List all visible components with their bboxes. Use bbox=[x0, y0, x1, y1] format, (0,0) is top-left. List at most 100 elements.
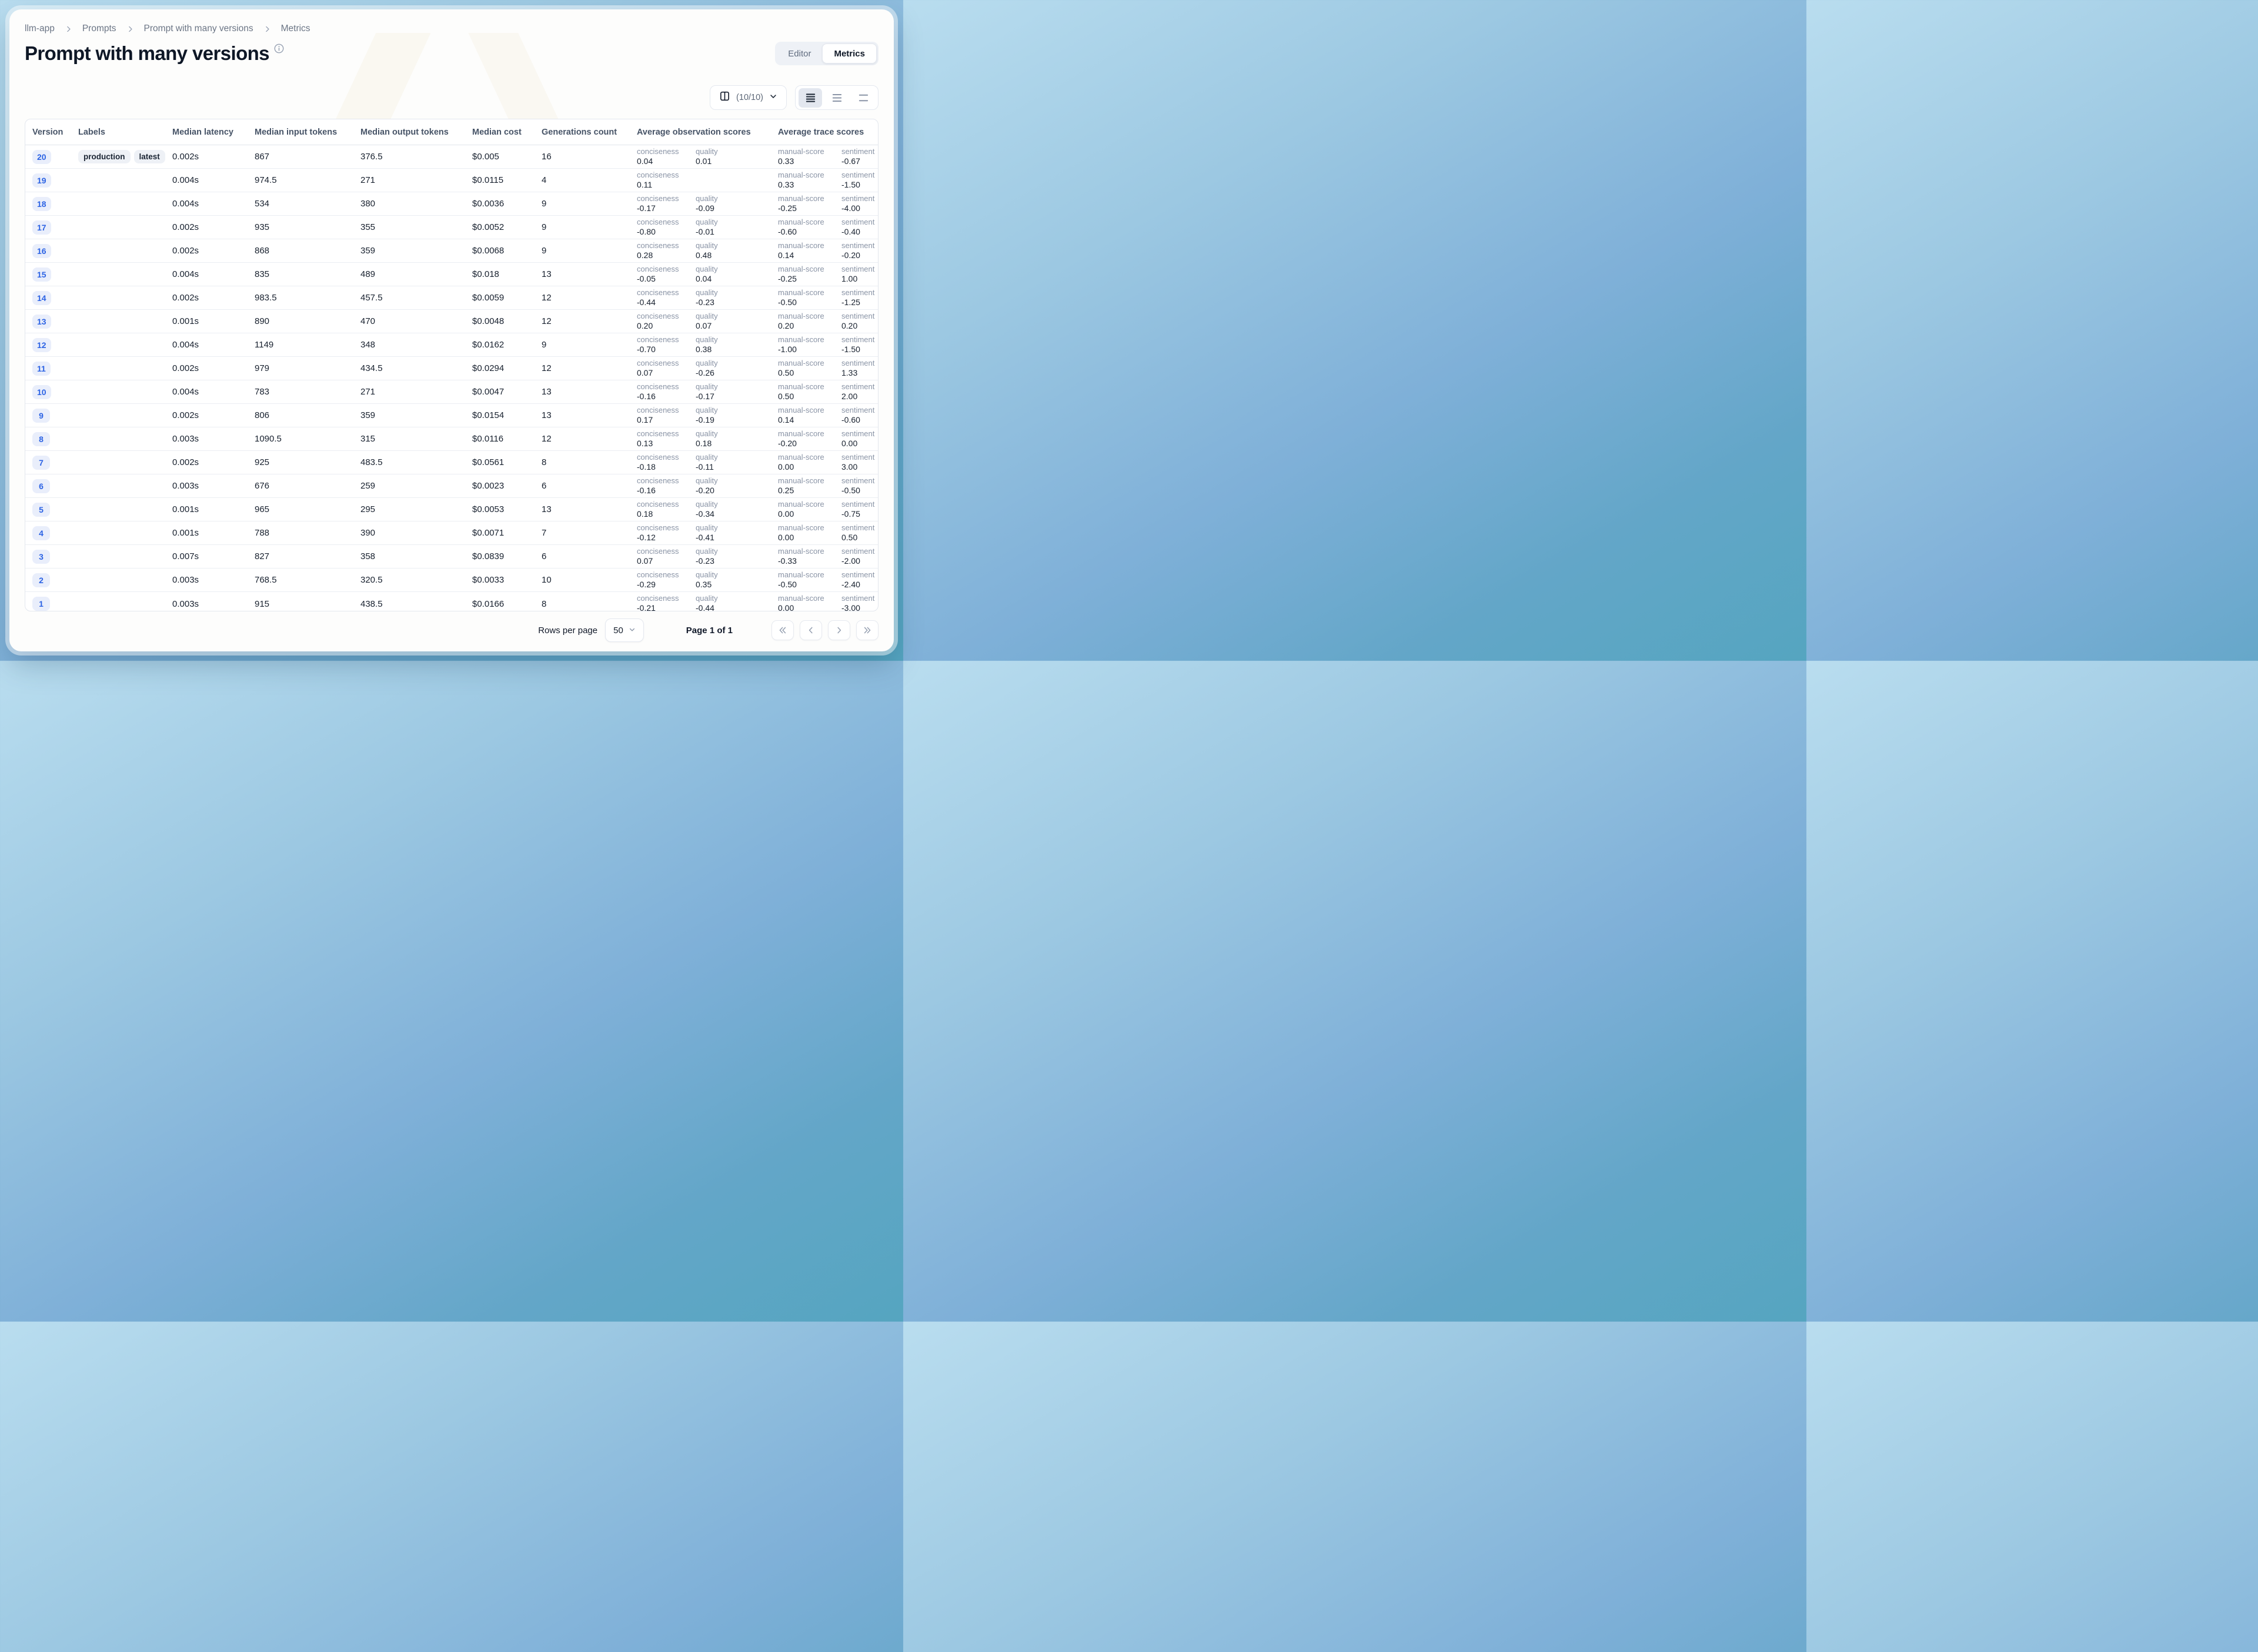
score-label: conciseness bbox=[637, 382, 679, 391]
first-page-button[interactable] bbox=[771, 620, 794, 640]
median-input-tokens-cell: 983.5 bbox=[255, 293, 277, 303]
score: quality 0.18 bbox=[696, 429, 752, 449]
table-row[interactable]: 18 0.004s 534 380 $0.0036 9 conciseness -… bbox=[25, 192, 878, 216]
score-label: sentiment bbox=[841, 499, 875, 509]
median-output-tokens-cell: 489 bbox=[360, 269, 376, 279]
trace-scores-cell: manual-score 0.25 sentiment -0.50 bbox=[771, 474, 878, 497]
version-chip[interactable]: 18 bbox=[32, 196, 51, 211]
table-row[interactable]: 17 0.002s 935 355 $0.0052 9 conciseness -… bbox=[25, 216, 878, 239]
score: sentiment -1.50 bbox=[841, 335, 874, 355]
version-chip[interactable]: 8 bbox=[32, 432, 50, 446]
generations-count-cell: 12 bbox=[542, 316, 552, 326]
score: conciseness 0.18 bbox=[637, 500, 693, 520]
score-value: 0.11 bbox=[637, 179, 653, 189]
version-chip[interactable]: 6 bbox=[32, 479, 50, 493]
row-height-small-button[interactable] bbox=[799, 88, 822, 108]
table-row[interactable]: 9 0.002s 806 359 $0.0154 13 conciseness 0… bbox=[25, 404, 878, 427]
previous-page-button[interactable] bbox=[800, 620, 822, 640]
score: manual-score 0.00 bbox=[778, 523, 839, 543]
rows-per-page-select[interactable]: 50 bbox=[605, 618, 644, 642]
version-chip[interactable]: 11 bbox=[32, 361, 51, 376]
breadcrumb-item-prompts[interactable]: Prompts bbox=[82, 24, 116, 34]
table-row[interactable]: 16 0.002s 868 359 $0.0068 9 conciseness 0… bbox=[25, 239, 878, 263]
median-output-tokens-cell: 380 bbox=[360, 199, 376, 209]
median-output-tokens-cell: 348 bbox=[360, 340, 376, 350]
table-row[interactable]: 2 0.003s 768.5 320.5 $0.0033 10 concisen… bbox=[25, 568, 878, 592]
table-row[interactable]: 11 0.002s 979 434.5 $0.0294 12 concisene… bbox=[25, 357, 878, 380]
breadcrumb-item-prompt-name[interactable]: Prompt with many versions bbox=[143, 24, 253, 34]
trace-scores-cell: manual-score 0.33 sentiment -0.67 bbox=[771, 145, 878, 168]
median-cost-cell: $0.018 bbox=[472, 269, 499, 279]
median-output-tokens-cell: 315 bbox=[360, 434, 376, 444]
table-row[interactable]: 4 0.001s 788 390 $0.0071 7 conciseness -0… bbox=[25, 521, 878, 545]
version-chip[interactable]: 1 bbox=[32, 597, 50, 611]
score-value: -0.29 bbox=[637, 579, 656, 589]
table-row[interactable]: 8 0.003s 1090.5 315 $0.0116 12 concisene… bbox=[25, 427, 878, 451]
version-chip[interactable]: 17 bbox=[32, 220, 51, 235]
tab-metrics[interactable]: Metrics bbox=[822, 44, 877, 63]
table-row[interactable]: 10 0.004s 783 271 $0.0047 13 conciseness… bbox=[25, 380, 878, 404]
version-chip[interactable]: 5 bbox=[32, 502, 50, 517]
version-chip[interactable]: 12 bbox=[32, 337, 51, 352]
score-label: manual-score bbox=[778, 594, 824, 603]
breadcrumb-item-metrics[interactable]: Metrics bbox=[280, 24, 310, 34]
score-value: 0.17 bbox=[637, 414, 653, 424]
version-chip[interactable]: 20 bbox=[32, 149, 51, 164]
score: manual-score 0.33 bbox=[778, 170, 839, 190]
score-value: -0.75 bbox=[841, 509, 860, 519]
version-chip[interactable]: 15 bbox=[32, 267, 51, 282]
version-chip[interactable]: 9 bbox=[32, 408, 50, 423]
score: sentiment -1.25 bbox=[841, 288, 874, 308]
trace-scores-cell: manual-score -0.25 sentiment -4.00 bbox=[771, 192, 878, 215]
score-value: -0.70 bbox=[637, 344, 656, 354]
next-page-button[interactable] bbox=[828, 620, 850, 640]
generations-count-cell: 9 bbox=[542, 246, 547, 256]
score-label: quality bbox=[696, 405, 718, 414]
version-chip[interactable]: 2 bbox=[32, 573, 50, 587]
median-cost-cell: $0.0048 bbox=[472, 316, 505, 326]
last-page-button[interactable] bbox=[856, 620, 879, 640]
version-chip[interactable]: 7 bbox=[32, 455, 50, 470]
table-row[interactable]: 7 0.002s 925 483.5 $0.0561 8 conciseness… bbox=[25, 451, 878, 474]
score-label: conciseness bbox=[637, 264, 679, 273]
score: sentiment 1.00 bbox=[841, 265, 874, 285]
column-header-generations-count: Generations count bbox=[542, 127, 617, 137]
table-row[interactable]: 6 0.003s 676 259 $0.0023 6 conciseness -0… bbox=[25, 474, 878, 498]
median-output-tokens-cell: 376.5 bbox=[360, 152, 383, 162]
median-cost-cell: $0.0116 bbox=[472, 434, 504, 444]
version-chip[interactable]: 4 bbox=[32, 526, 50, 540]
median-cost-cell: $0.0023 bbox=[472, 481, 505, 491]
score-value: -0.50 bbox=[778, 297, 797, 307]
table-row[interactable]: 13 0.001s 890 470 $0.0048 12 conciseness… bbox=[25, 310, 878, 333]
row-height-medium-button[interactable] bbox=[825, 88, 849, 108]
score: sentiment 0.00 bbox=[841, 429, 874, 449]
score-label: manual-score bbox=[778, 382, 824, 391]
median-input-tokens-cell: 965 bbox=[255, 504, 270, 514]
table-row[interactable]: 20 production latest 0.002s 867 376.5 $0.… bbox=[25, 145, 878, 169]
table-row[interactable]: 5 0.001s 965 295 $0.0053 13 conciseness 0… bbox=[25, 498, 878, 521]
score-value: -1.25 bbox=[841, 297, 860, 307]
table-row[interactable]: 1 0.003s 915 438.5 $0.0166 8 conciseness… bbox=[25, 592, 878, 611]
info-icon[interactable] bbox=[273, 43, 285, 57]
table-row[interactable]: 14 0.002s 983.5 457.5 $0.0059 12 concise… bbox=[25, 286, 878, 310]
version-chip[interactable]: 16 bbox=[32, 243, 51, 258]
table-row[interactable]: 19 0.004s 974.5 271 $0.0115 4 concisenes… bbox=[25, 169, 878, 192]
version-chip[interactable]: 10 bbox=[32, 384, 51, 399]
row-height-large-button[interactable] bbox=[851, 88, 875, 108]
tab-editor[interactable]: Editor bbox=[788, 48, 811, 59]
score: quality 0.01 bbox=[696, 147, 752, 167]
score-value: 0.00 bbox=[778, 532, 794, 542]
median-output-tokens-cell: 483.5 bbox=[360, 457, 383, 467]
score: manual-score -1.00 bbox=[778, 335, 839, 355]
version-chip[interactable]: 14 bbox=[32, 290, 51, 305]
generations-count-cell: 8 bbox=[542, 598, 547, 609]
table-row[interactable]: 12 0.004s 1149 348 $0.0162 9 conciseness… bbox=[25, 333, 878, 357]
median-output-tokens-cell: 457.5 bbox=[360, 293, 383, 303]
breadcrumb-item-project[interactable]: llm-app bbox=[25, 24, 55, 34]
version-chip[interactable]: 13 bbox=[32, 314, 51, 329]
version-chip[interactable]: 3 bbox=[32, 549, 50, 564]
table-row[interactable]: 15 0.004s 835 489 $0.018 13 conciseness -… bbox=[25, 263, 878, 286]
version-chip[interactable]: 19 bbox=[32, 173, 51, 188]
table-row[interactable]: 3 0.007s 827 358 $0.0839 6 conciseness 0.… bbox=[25, 545, 878, 568]
column-visibility-button[interactable]: (10/10) bbox=[710, 85, 787, 110]
